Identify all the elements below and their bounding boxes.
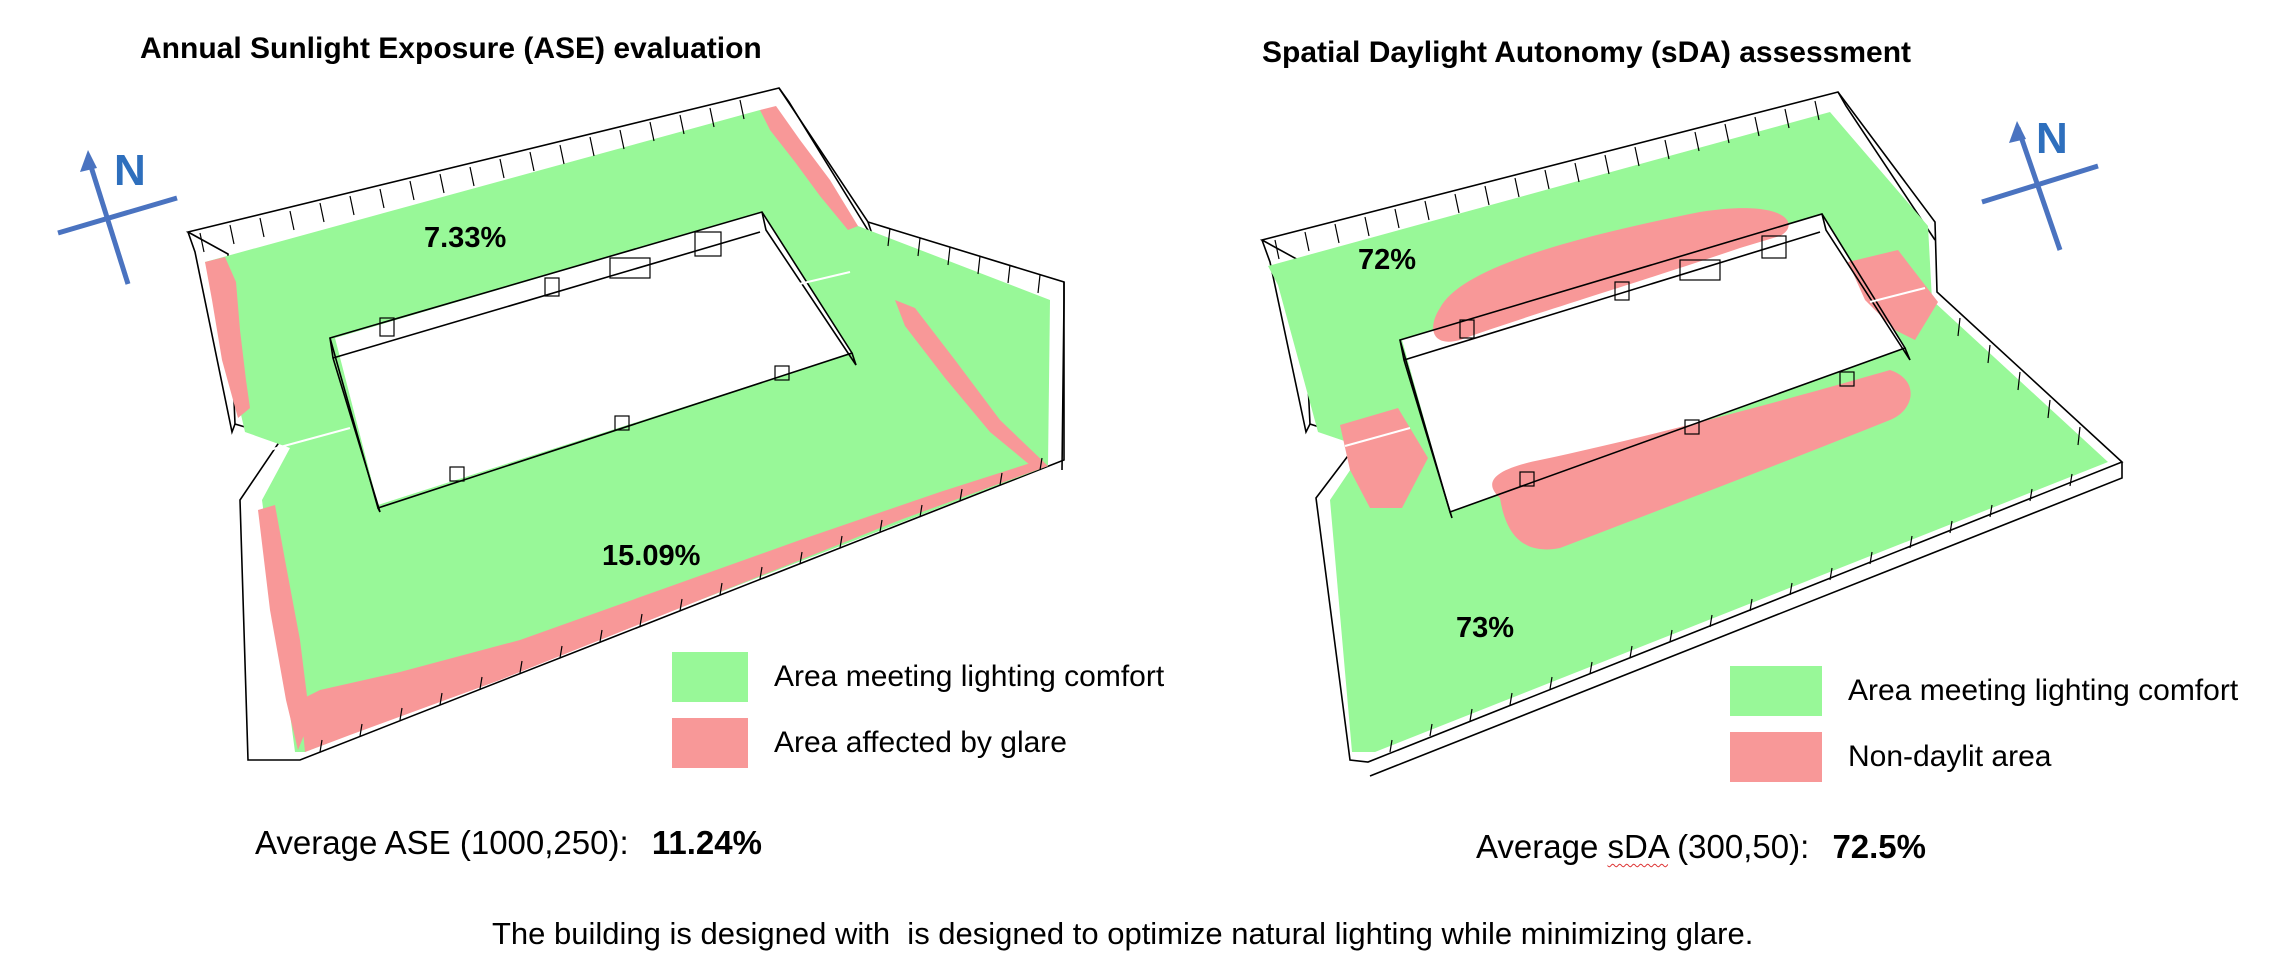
- sda-average: Average sDA (300,50): 72.5%: [1476, 828, 1926, 866]
- glare-swatch: [672, 718, 748, 768]
- ase-legend-glare: Area affected by glare: [672, 718, 1067, 768]
- legend-label: Area meeting lighting comfort: [774, 660, 1165, 693]
- comfort-swatch: [672, 652, 748, 702]
- sda-average-prefix: Average: [1476, 828, 1608, 865]
- ase-average-value: 11.24%: [651, 824, 762, 861]
- comfort-swatch: [1730, 666, 1822, 716]
- sda-north-arrow-icon: [1981, 121, 2099, 251]
- ase-north-label: N: [114, 146, 146, 195]
- sda-title: Spatial Daylight Autonomy (sDA) assessme…: [1262, 36, 1912, 69]
- sda-average-value: 72.5%: [1832, 828, 1927, 865]
- sda-average-abbrev: sDA: [1607, 828, 1669, 865]
- sda-legend-comfort: Area meeting lighting comfort: [1730, 666, 2238, 716]
- sda-north-label: N: [2036, 114, 2068, 163]
- legend-label: Area meeting lighting comfort: [1848, 674, 2239, 707]
- ase-average-label: Average ASE (1000,250):: [255, 824, 629, 861]
- ase-zone-south-value: 15.09%: [602, 540, 701, 572]
- ase-north-arrow-icon: [57, 150, 178, 285]
- non-daylit-swatch: [1730, 732, 1822, 782]
- sda-floor-plan: [1259, 91, 2124, 777]
- ase-title: Annual Sunlight Exposure (ASE) evaluatio…: [140, 32, 762, 65]
- sda-zone-south-value: 73%: [1456, 612, 1515, 644]
- sda-average-suffix: (300,50):: [1668, 828, 1810, 865]
- legend-label: Area affected by glare: [774, 726, 1067, 759]
- figure-caption: The building is designed with is designe…: [492, 916, 1754, 951]
- ase-zone-north-value: 7.33%: [424, 222, 507, 254]
- ase-legend-comfort: Area meeting lighting comfort: [672, 652, 1164, 702]
- sda-legend-non-daylit: Non-daylit area: [1730, 732, 2051, 782]
- sda-zone-north-value: 72%: [1358, 244, 1417, 276]
- ase-floor-plan: [185, 87, 1065, 761]
- legend-label: Non-daylit area: [1848, 740, 2052, 773]
- ase-average: Average ASE (1000,250): 11.24%: [255, 824, 762, 862]
